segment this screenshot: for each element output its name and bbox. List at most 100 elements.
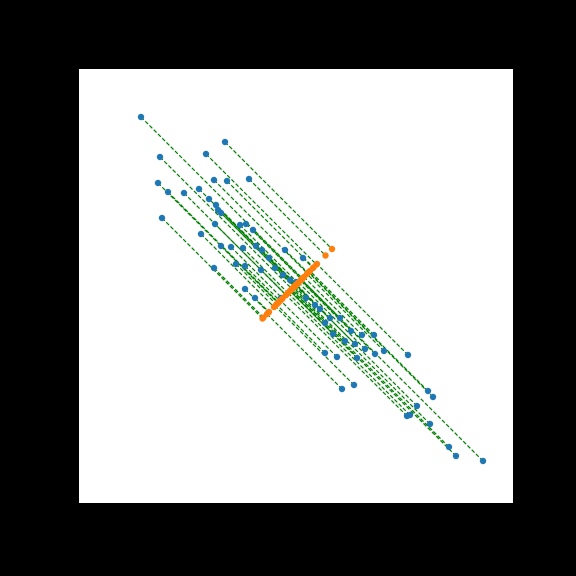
connector-line bbox=[248, 178, 326, 256]
point bbox=[328, 245, 336, 253]
point bbox=[452, 452, 460, 460]
point bbox=[232, 260, 240, 268]
point bbox=[258, 246, 266, 254]
connector-line bbox=[274, 305, 355, 386]
point bbox=[351, 340, 359, 348]
point bbox=[197, 230, 205, 238]
point bbox=[212, 201, 220, 209]
point bbox=[271, 264, 279, 272]
point bbox=[321, 319, 329, 327]
point bbox=[313, 260, 321, 268]
point bbox=[210, 264, 218, 272]
connector-line bbox=[224, 141, 333, 250]
point bbox=[245, 175, 253, 183]
connector-line bbox=[159, 156, 293, 290]
point bbox=[316, 305, 324, 313]
connector-line bbox=[183, 192, 287, 296]
point bbox=[406, 411, 414, 419]
point bbox=[429, 393, 437, 401]
point bbox=[298, 276, 305, 283]
connector-line bbox=[239, 224, 299, 284]
connector-line bbox=[306, 273, 385, 352]
connector-line bbox=[254, 297, 270, 313]
connector-line bbox=[287, 292, 411, 416]
connector-line bbox=[213, 179, 308, 274]
connector-line bbox=[289, 290, 358, 359]
point bbox=[202, 150, 210, 158]
point bbox=[158, 214, 166, 222]
point bbox=[242, 220, 250, 228]
point bbox=[361, 345, 369, 353]
point bbox=[311, 301, 319, 309]
point bbox=[281, 246, 289, 254]
point bbox=[350, 381, 358, 389]
point bbox=[180, 189, 188, 197]
point bbox=[210, 176, 218, 184]
point bbox=[347, 327, 355, 335]
point bbox=[287, 287, 294, 294]
connector-line bbox=[140, 116, 303, 279]
point bbox=[371, 350, 379, 358]
connector-line bbox=[244, 265, 281, 302]
point bbox=[241, 262, 249, 270]
point bbox=[249, 226, 257, 234]
connector-line bbox=[284, 249, 309, 274]
point bbox=[370, 331, 378, 339]
connector-line bbox=[292, 288, 346, 342]
connector-line bbox=[252, 229, 303, 280]
point bbox=[333, 353, 341, 361]
connector-line bbox=[226, 180, 314, 268]
point bbox=[326, 314, 334, 322]
connector-line bbox=[296, 284, 331, 319]
connector-line bbox=[293, 287, 431, 425]
point bbox=[154, 179, 162, 187]
connector-line bbox=[205, 153, 317, 265]
connector-line bbox=[308, 272, 434, 398]
connector-line bbox=[308, 271, 429, 392]
connector-line bbox=[214, 223, 287, 296]
connector-line bbox=[220, 245, 279, 304]
point bbox=[221, 138, 229, 146]
point bbox=[263, 310, 271, 318]
connector-line bbox=[309, 270, 375, 336]
point bbox=[302, 294, 310, 302]
point bbox=[217, 242, 225, 250]
connector-line bbox=[303, 276, 363, 336]
connector-line bbox=[235, 263, 277, 305]
point bbox=[426, 420, 434, 428]
point bbox=[195, 185, 203, 193]
point bbox=[252, 242, 260, 250]
connector-line bbox=[276, 304, 326, 354]
point bbox=[265, 254, 273, 262]
point bbox=[413, 402, 421, 410]
connector-line bbox=[242, 247, 289, 294]
connector-line bbox=[285, 294, 408, 417]
point bbox=[358, 331, 366, 339]
connector-line bbox=[245, 223, 302, 280]
connector-line bbox=[200, 233, 275, 308]
connector-line bbox=[290, 290, 457, 457]
point bbox=[271, 302, 279, 310]
point bbox=[321, 349, 329, 357]
connector-line bbox=[300, 279, 376, 355]
point bbox=[164, 188, 172, 196]
connector-line bbox=[316, 263, 409, 356]
point bbox=[239, 244, 247, 252]
point bbox=[277, 297, 284, 304]
point bbox=[286, 276, 294, 284]
connector-line bbox=[301, 279, 484, 462]
point bbox=[424, 387, 432, 395]
point bbox=[227, 243, 235, 251]
point bbox=[156, 153, 164, 161]
connector-line bbox=[298, 282, 366, 350]
connector-line bbox=[280, 300, 338, 358]
point bbox=[329, 330, 337, 338]
point bbox=[479, 457, 487, 465]
connector-line bbox=[291, 289, 450, 448]
point bbox=[251, 294, 259, 302]
point bbox=[341, 337, 349, 345]
point bbox=[279, 271, 287, 279]
point bbox=[217, 209, 225, 217]
